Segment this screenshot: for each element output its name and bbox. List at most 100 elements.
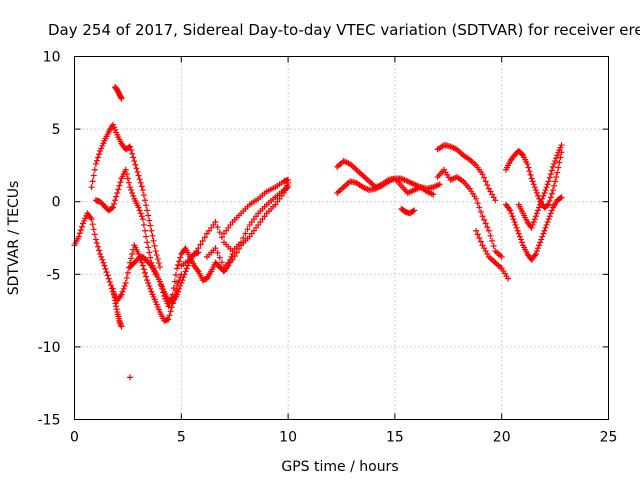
data-point (168, 294, 175, 301)
data-point (166, 312, 173, 319)
data-point (147, 222, 154, 229)
data-point (535, 207, 542, 214)
data-point (201, 234, 208, 241)
data-point (145, 212, 152, 219)
data-point (167, 308, 174, 315)
chart-title: Day 254 of 2017, Sidereal Day-to-day VTE… (48, 21, 640, 39)
data-point (474, 200, 481, 207)
data-point (121, 282, 128, 289)
data-point (141, 269, 148, 276)
data-point (93, 240, 100, 247)
data-point (151, 242, 158, 249)
data-point (285, 176, 292, 183)
x-axis-label: GPS time / hours (281, 459, 398, 475)
x-tick-label: 15 (386, 430, 404, 446)
data-point (76, 230, 83, 237)
data-point (542, 187, 549, 194)
data-point (533, 189, 540, 196)
data-point (552, 158, 559, 165)
axis-ticks: 0 5 10 15 20 25 -15 -10 -5 0 5 10 (38, 50, 618, 446)
data-point (156, 264, 163, 271)
series-arc-p (473, 227, 512, 282)
data-point (107, 282, 114, 289)
data-point (477, 238, 484, 245)
data-point (538, 198, 545, 205)
data-point (532, 187, 539, 194)
data-point (524, 160, 531, 167)
data-point (147, 254, 154, 261)
series-arc-d (112, 83, 125, 102)
data-point (529, 178, 536, 185)
data-point (244, 226, 251, 233)
data-point (525, 164, 532, 171)
data-point (492, 197, 499, 204)
data-point (526, 168, 533, 175)
data-point (544, 202, 551, 209)
data-point (127, 143, 134, 150)
data-point (218, 259, 225, 266)
data-point (484, 182, 491, 189)
data-point (143, 233, 150, 240)
data-point (77, 227, 84, 234)
data-point (99, 256, 106, 263)
data-point (146, 217, 153, 224)
series-arc-l (334, 175, 437, 198)
data-point (536, 204, 543, 211)
series-arc-h (178, 184, 292, 269)
data-point (131, 158, 138, 165)
data-point (144, 207, 151, 214)
y-tick-label: -10 (38, 340, 61, 356)
series-arc-k (334, 158, 443, 192)
series-arc-o (434, 166, 505, 260)
data-point (546, 213, 553, 220)
data-point (558, 142, 565, 149)
series-arc-i (203, 179, 292, 271)
data-point (530, 219, 537, 226)
data-point (96, 247, 103, 254)
data-point (540, 192, 547, 199)
data-point (119, 288, 126, 295)
data-point (531, 216, 538, 223)
data-point (543, 184, 550, 191)
data-point (147, 285, 154, 292)
data-point (518, 239, 525, 246)
x-tick-label: 10 (279, 430, 297, 446)
data-point (102, 265, 109, 272)
data-point (100, 259, 107, 266)
data-point (539, 195, 546, 202)
series-arc-a (71, 210, 185, 324)
data-point (546, 197, 553, 204)
data-point (555, 164, 562, 171)
data-point (123, 171, 130, 178)
data-point (132, 161, 139, 168)
series-arc-r (502, 147, 565, 211)
series-arc-e (109, 285, 125, 330)
data-point (514, 227, 521, 234)
data-point (124, 269, 131, 276)
data-point (137, 210, 144, 217)
data-point (512, 221, 519, 228)
data-point (158, 282, 165, 289)
data-point (91, 231, 98, 238)
data-point (175, 288, 182, 295)
data-point (153, 252, 160, 259)
data-point (490, 242, 497, 249)
data-point (509, 213, 516, 220)
data-point (145, 280, 152, 287)
data-point (103, 269, 110, 276)
data-point (484, 224, 491, 231)
series-arc-m (398, 205, 418, 217)
data-point (141, 227, 148, 234)
data-points (71, 83, 565, 381)
data-point (104, 272, 111, 279)
data-point (148, 227, 155, 234)
data-point (128, 255, 135, 262)
data-point (120, 285, 127, 292)
data-point (108, 205, 115, 212)
data-point (436, 181, 443, 188)
data-point (515, 230, 522, 237)
x-tick-label: 25 (600, 430, 618, 446)
data-point (135, 204, 142, 211)
data-point (518, 151, 525, 158)
